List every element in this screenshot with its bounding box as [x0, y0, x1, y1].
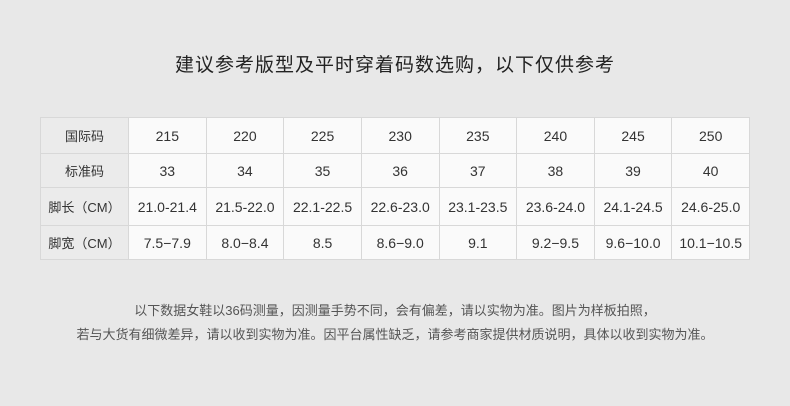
table-cell: 10.1−10.5	[671, 225, 750, 260]
table-cell: 35	[283, 153, 362, 188]
table-cell: 9.1	[438, 225, 518, 260]
table-row: 脚宽（CM） 7.5−7.9 8.0−8.4 8.5 8.6−9.0 9.1 9.2−9.5…	[40, 225, 750, 260]
table-cell: 220	[205, 117, 285, 154]
table-cell: 34	[205, 153, 285, 188]
table-cell: 37	[438, 153, 518, 188]
table-cell: 23.1-23.5	[438, 187, 518, 226]
table-cell: 38	[516, 153, 595, 188]
table-cell: 230	[360, 117, 440, 154]
table-cell: 9.6−10.0	[593, 225, 673, 260]
table-cell: 33	[128, 153, 207, 188]
table-cell: 225	[283, 117, 362, 154]
table-cell: 9.2−9.5	[516, 225, 595, 260]
table-cell: 21.5-22.0	[205, 187, 285, 226]
table-cell: 23.6-24.0	[516, 187, 595, 226]
table-cell: 8.0−8.4	[205, 225, 285, 260]
table-row: 脚长（CM） 21.0-21.4 21.5-22.0 22.1-22.5 22.6-23…	[40, 187, 750, 226]
table-row: 国际码 215 220 225 230 235 240 245 250	[40, 117, 750, 154]
row-header: 脚宽（CM）	[40, 225, 129, 260]
table-cell: 22.1-22.5	[283, 187, 362, 226]
page-title: 建议参考版型及平时穿着码数选购，以下仅供参考	[174, 55, 615, 76]
table-cell: 21.0-21.4	[128, 187, 207, 226]
table-cell: 8.5	[283, 225, 362, 260]
row-header: 脚长（CM）	[40, 187, 129, 226]
row-header: 国际码	[40, 117, 129, 154]
table-cell: 8.6−9.0	[360, 225, 440, 260]
table-cell: 24.1-24.5	[593, 187, 673, 226]
table-cell: 7.5−7.9	[128, 225, 207, 260]
note-line-1: 以下数据女鞋以36码测量，因测量手势不同，会有偏差，请以实物为准。图片为样板拍照…	[134, 303, 656, 318]
table-cell: 22.6-23.0	[360, 187, 440, 226]
note-line-2: 若与大货有细微差异，请以收到实物为准。因平台属性缺乏，请参考商家提供材质说明，具…	[76, 327, 714, 342]
table-cell: 40	[671, 153, 750, 188]
size-chart-table: 国际码 215 220 225 230 235 240 245 250 标准码 33 34 35 36 37…	[40, 117, 750, 260]
table-cell: 36	[360, 153, 440, 188]
table-cell: 245	[593, 117, 673, 154]
table-cell: 24.6-25.0	[671, 187, 750, 226]
row-header: 标准码	[40, 153, 129, 188]
table-cell: 235	[438, 117, 518, 154]
table-row: 标准码 33 34 35 36 37 38 39 40	[40, 153, 750, 188]
table-cell: 39	[593, 153, 673, 188]
table-cell: 240	[516, 117, 595, 154]
table-cell: 250	[671, 117, 750, 154]
table-cell: 215	[128, 117, 207, 154]
